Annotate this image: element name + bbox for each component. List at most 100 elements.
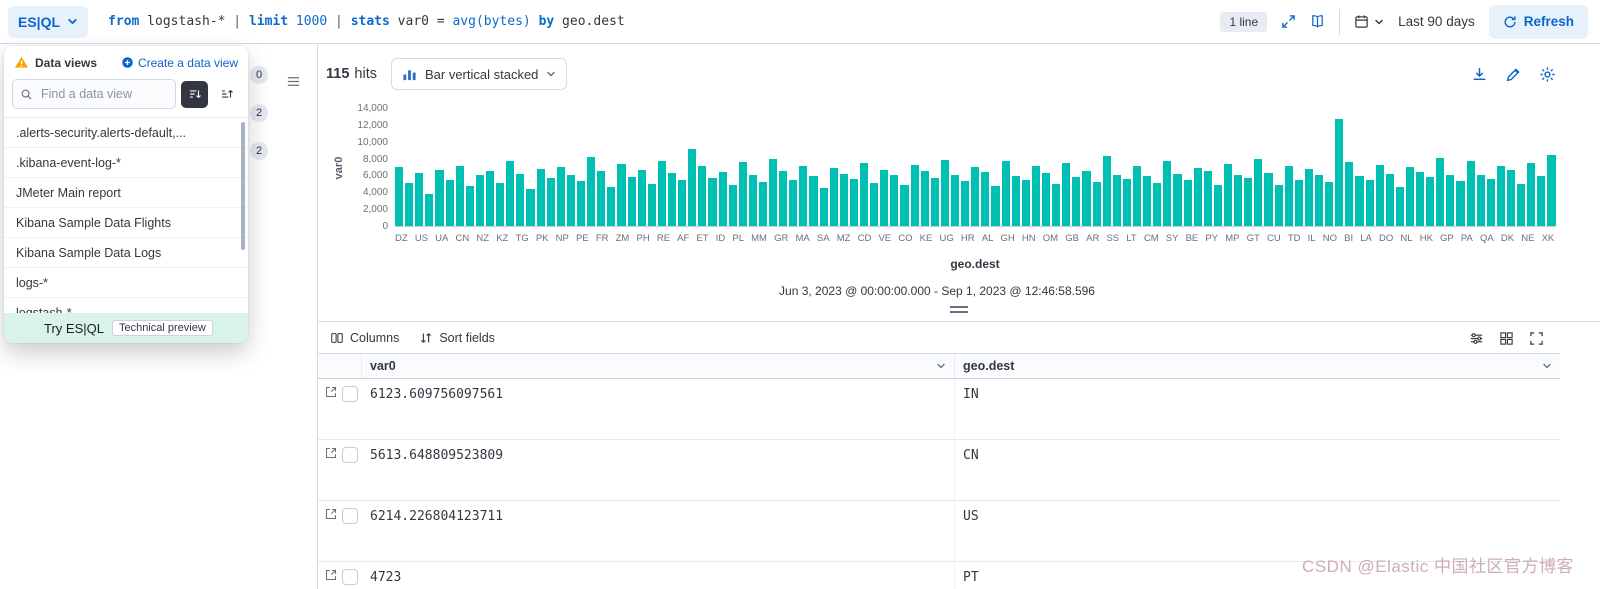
- columns-button[interactable]: Columns: [330, 331, 399, 345]
- chart-bar[interactable]: [1193, 168, 1202, 226]
- chart-bar[interactable]: [1122, 178, 1131, 226]
- chart-bar[interactable]: [1466, 161, 1475, 226]
- grid-density-icon[interactable]: [1499, 331, 1514, 346]
- data-view-option[interactable]: Kibana Sample Data Flights: [4, 208, 248, 238]
- chart-bar[interactable]: [1092, 182, 1101, 226]
- chart-bar[interactable]: [880, 169, 889, 226]
- chart-bar[interactable]: [1375, 164, 1384, 226]
- chart-bar[interactable]: [536, 168, 545, 226]
- chart-bar[interactable]: [465, 186, 474, 226]
- chart-bar[interactable]: [688, 148, 697, 226]
- chart-bar[interactable]: [1072, 177, 1081, 226]
- chart-resize-handle[interactable]: [950, 306, 968, 313]
- row-checkbox[interactable]: [342, 569, 358, 585]
- chart-bar[interactable]: [789, 180, 798, 226]
- chart-bar[interactable]: [1426, 177, 1435, 226]
- chart-bar[interactable]: [799, 165, 808, 226]
- chart-bar[interactable]: [1294, 179, 1303, 226]
- chart-bar[interactable]: [597, 171, 606, 226]
- chart-bar[interactable]: [769, 158, 778, 226]
- chart-bar[interactable]: [1385, 173, 1394, 226]
- sort-direction-button[interactable]: [213, 80, 240, 108]
- expand-row-icon[interactable]: [325, 508, 337, 520]
- chart-bar[interactable]: [1264, 172, 1273, 226]
- chart-bar[interactable]: [1537, 176, 1546, 226]
- data-view-option[interactable]: logstash-*: [4, 298, 248, 313]
- chart-bar[interactable]: [1082, 170, 1091, 226]
- chart-bar[interactable]: [910, 164, 919, 226]
- chart-bar[interactable]: [829, 168, 838, 226]
- chart-bar[interactable]: [1335, 119, 1344, 226]
- chart-bar[interactable]: [1274, 184, 1283, 226]
- chart-bar[interactable]: [556, 167, 565, 226]
- chart-bar[interactable]: [1416, 172, 1425, 226]
- expand-editor-icon[interactable]: [1281, 14, 1296, 29]
- chart-bar[interactable]: [1203, 171, 1212, 226]
- chart-bar[interactable]: [1486, 178, 1495, 226]
- chart-bar[interactable]: [991, 186, 1000, 226]
- chart-bar[interactable]: [1183, 180, 1192, 226]
- chart-bar[interactable]: [940, 159, 950, 226]
- expand-row-icon[interactable]: [325, 569, 337, 581]
- chart-bar[interactable]: [506, 161, 515, 226]
- chart-bar[interactable]: [637, 169, 646, 226]
- chart-bar[interactable]: [1173, 173, 1182, 226]
- create-data-view-link[interactable]: Create a data view: [121, 56, 238, 70]
- chart-bar[interactable]: [445, 179, 454, 226]
- chart-bar[interactable]: [496, 182, 505, 226]
- chart-bar[interactable]: [587, 157, 596, 226]
- chart-bar[interactable]: [698, 166, 707, 226]
- column-menu-chevron-icon[interactable]: [1542, 361, 1552, 371]
- chart-bar[interactable]: [1062, 163, 1071, 226]
- chart-bar[interactable]: [415, 172, 424, 226]
- sidebar-menu-icon[interactable]: [286, 74, 301, 89]
- chart-bar[interactable]: [617, 163, 626, 226]
- chart-bar[interactable]: [1496, 165, 1506, 226]
- grid-header-var0[interactable]: var0: [362, 354, 955, 378]
- chart-type-selector[interactable]: Bar vertical stacked: [390, 58, 568, 90]
- chart-settings-gear-icon[interactable]: [1539, 66, 1556, 83]
- chart-bar[interactable]: [1436, 158, 1445, 226]
- chart-bar[interactable]: [860, 163, 869, 226]
- chart-bar[interactable]: [900, 184, 909, 226]
- documentation-book-icon[interactable]: [1310, 14, 1325, 29]
- chart-bar[interactable]: [678, 179, 687, 226]
- chart-bar[interactable]: [951, 174, 960, 226]
- chart-bar[interactable]: [779, 170, 788, 226]
- chart-bar[interactable]: [809, 176, 818, 226]
- chart-bar[interactable]: [1284, 166, 1293, 226]
- data-view-option[interactable]: Kibana Sample Data Logs: [4, 238, 248, 268]
- chart-bar[interactable]: [1304, 168, 1313, 226]
- chart-bar[interactable]: [890, 175, 899, 226]
- chart-bar[interactable]: [718, 172, 727, 226]
- chart-bar[interactable]: [566, 174, 575, 226]
- chart-bar[interactable]: [1213, 185, 1222, 226]
- grid-header-geodest[interactable]: geo.dest: [955, 354, 1560, 378]
- chart-bar[interactable]: [1254, 158, 1263, 226]
- chart-bar[interactable]: [870, 182, 879, 226]
- popup-scrollbar[interactable]: [241, 122, 245, 250]
- chart-bar[interactable]: [1163, 160, 1172, 226]
- chart-bar[interactable]: [1517, 183, 1526, 226]
- chart-bar[interactable]: [405, 182, 414, 226]
- chart-bar[interactable]: [546, 177, 555, 226]
- chart-bar[interactable]: [961, 181, 970, 226]
- save-visualization-icon[interactable]: [1471, 66, 1488, 83]
- chart-bar[interactable]: [1052, 183, 1061, 226]
- chart-bar[interactable]: [1132, 165, 1142, 226]
- sort-fields-button[interactable]: Sort fields: [419, 331, 495, 345]
- chart-bar[interactable]: [1223, 163, 1233, 226]
- expand-row-icon[interactable]: [325, 447, 337, 459]
- data-view-option[interactable]: JMeter Main report: [4, 178, 248, 208]
- chart-bar[interactable]: [1153, 182, 1162, 226]
- chart-bar[interactable]: [1042, 172, 1051, 226]
- data-view-search-input[interactable]: [39, 86, 168, 102]
- chart-bar[interactable]: [1507, 169, 1516, 226]
- refresh-button[interactable]: Refresh: [1488, 4, 1588, 39]
- chart-bar[interactable]: [1547, 154, 1556, 226]
- chart-bar[interactable]: [930, 177, 939, 226]
- data-view-option[interactable]: .kibana-event-log-*: [4, 148, 248, 178]
- chart-bar[interactable]: [1244, 177, 1253, 226]
- chart-bar[interactable]: [849, 178, 859, 226]
- chart-bar[interactable]: [1021, 179, 1030, 226]
